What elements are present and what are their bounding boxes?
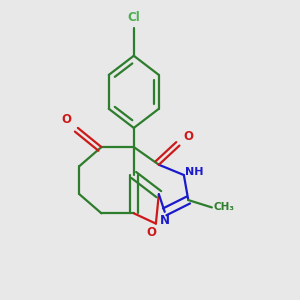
Text: O: O [61, 112, 71, 126]
Text: N: N [160, 214, 170, 227]
Text: CH₃: CH₃ [213, 202, 234, 212]
Text: Cl: Cl [128, 11, 140, 24]
Text: O: O [146, 226, 157, 239]
Text: NH: NH [185, 167, 203, 177]
Text: O: O [183, 130, 193, 143]
